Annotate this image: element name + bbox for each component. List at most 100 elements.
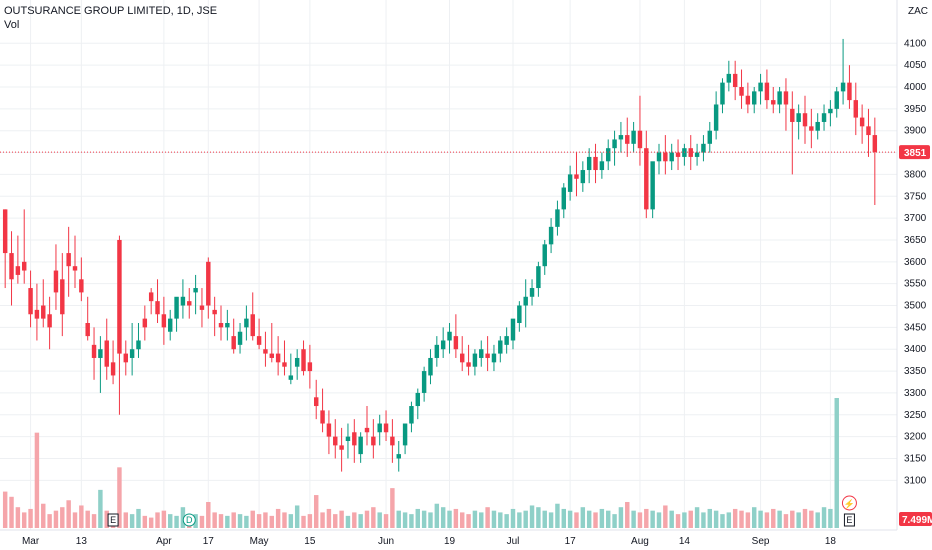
- candle-body[interactable]: [396, 454, 401, 459]
- candle-body[interactable]: [288, 375, 294, 380]
- candle-body[interactable]: [129, 349, 135, 358]
- candle-body[interactable]: [783, 91, 789, 105]
- candle-body[interactable]: [859, 117, 865, 127]
- candle-body[interactable]: [148, 292, 154, 302]
- price-axis[interactable]: 3100 3150 3200 3250 3300 3350 3400 3450 3500 3550…: [904, 38, 927, 486]
- candle-body[interactable]: [383, 423, 389, 433]
- candle-body[interactable]: [199, 305, 205, 310]
- candle-body[interactable]: [237, 331, 243, 345]
- candle-body[interactable]: [625, 135, 630, 144]
- candle-body[interactable]: [218, 323, 224, 328]
- candle-body[interactable]: [47, 314, 52, 328]
- time-axis[interactable]: Mar 13 Apr 17 May 15 Jun 19 Jul 17 Aug 14 Sep 18: [22, 536, 836, 547]
- candle-body[interactable]: [599, 161, 605, 171]
- candle-body[interactable]: [796, 113, 801, 122]
- candle-body[interactable]: [269, 353, 275, 358]
- candle-body[interactable]: [225, 323, 230, 328]
- candle-body[interactable]: [663, 152, 668, 162]
- candle-body[interactable]: [574, 174, 579, 179]
- candle-body[interactable]: [853, 100, 859, 118]
- candle-body[interactable]: [447, 331, 452, 341]
- candle-body[interactable]: [548, 226, 554, 245]
- candle-body[interactable]: [421, 371, 427, 393]
- candle-body[interactable]: [339, 445, 344, 450]
- candle-body[interactable]: [15, 266, 21, 275]
- candle-body[interactable]: [275, 353, 281, 363]
- candle-body[interactable]: [523, 296, 528, 306]
- candle-body[interactable]: [294, 357, 300, 367]
- candle-body[interactable]: [637, 130, 643, 149]
- candle-body[interactable]: [713, 104, 719, 131]
- candle-body[interactable]: [631, 130, 636, 144]
- candle-body[interactable]: [828, 108, 833, 114]
- candle-body[interactable]: [212, 309, 217, 315]
- candle-body[interactable]: [250, 314, 255, 337]
- candle-body[interactable]: [701, 143, 706, 153]
- candle-body[interactable]: [263, 349, 268, 354]
- event-markers[interactable]: E D E ⚡: [107, 495, 857, 527]
- candle-body[interactable]: [840, 82, 846, 92]
- candle-body[interactable]: [320, 410, 325, 424]
- candle-body[interactable]: [98, 349, 103, 358]
- candle-body[interactable]: [567, 174, 573, 192]
- candle-body[interactable]: [53, 270, 59, 293]
- candle-body[interactable]: [142, 318, 148, 328]
- candle-body[interactable]: [28, 288, 33, 315]
- candle-body[interactable]: [72, 266, 78, 271]
- candle-body[interactable]: [2, 209, 8, 254]
- candle-body[interactable]: [174, 296, 179, 319]
- candle-body[interactable]: [707, 130, 713, 144]
- candle-body[interactable]: [358, 436, 363, 455]
- candle-body[interactable]: [244, 318, 249, 328]
- candle-body[interactable]: [313, 397, 319, 407]
- candle-body[interactable]: [593, 156, 598, 171]
- candle-body[interactable]: [155, 301, 160, 315]
- candle-body[interactable]: [536, 266, 541, 289]
- candle-body[interactable]: [466, 362, 471, 367]
- candle-body[interactable]: [307, 362, 313, 372]
- candle-body[interactable]: [110, 362, 116, 376]
- candle-body[interactable]: [644, 148, 649, 210]
- candle-body[interactable]: [301, 349, 306, 372]
- candle-body[interactable]: [726, 73, 732, 83]
- candle-body[interactable]: [612, 139, 617, 149]
- candle-body[interactable]: [402, 423, 408, 446]
- candle-body[interactable]: [60, 279, 65, 315]
- flash-icon[interactable]: [841, 495, 857, 511]
- candle-body[interactable]: [21, 261, 27, 271]
- candle-body[interactable]: [580, 170, 586, 184]
- candle-body[interactable]: [167, 318, 173, 332]
- candle-body[interactable]: [821, 113, 827, 122]
- candle-body[interactable]: [498, 340, 503, 354]
- candle-body[interactable]: [206, 261, 211, 306]
- candle-body[interactable]: [777, 91, 782, 105]
- candle-body[interactable]: [834, 91, 839, 109]
- candle-body[interactable]: [104, 340, 109, 367]
- candles[interactable]: [2, 38, 878, 472]
- currency-label[interactable]: ZAC: [908, 6, 928, 17]
- candle-body[interactable]: [459, 353, 465, 363]
- candle-body[interactable]: [180, 296, 186, 306]
- candle-body[interactable]: [656, 152, 662, 162]
- candle-body[interactable]: [872, 135, 878, 153]
- candle-body[interactable]: [91, 344, 97, 358]
- candle-body[interactable]: [802, 113, 808, 127]
- candle-body[interactable]: [650, 161, 655, 210]
- candle-body[interactable]: [79, 279, 84, 293]
- candle-body[interactable]: [529, 288, 535, 297]
- candle-body[interactable]: [618, 135, 624, 140]
- candle-body[interactable]: [326, 423, 332, 437]
- candle-body[interactable]: [333, 436, 338, 446]
- candle-body[interactable]: [694, 152, 700, 157]
- candle-body[interactable]: [231, 336, 236, 350]
- candle-body[interactable]: [542, 244, 547, 267]
- candle-body[interactable]: [866, 126, 871, 136]
- earnings-marker[interactable]: [107, 513, 119, 527]
- candle-body[interactable]: [815, 121, 820, 131]
- candle-body[interactable]: [117, 239, 122, 354]
- candle-body[interactable]: [720, 82, 725, 105]
- candle-body[interactable]: [809, 126, 814, 131]
- candle-body[interactable]: [345, 436, 351, 441]
- candle-body[interactable]: [485, 353, 490, 358]
